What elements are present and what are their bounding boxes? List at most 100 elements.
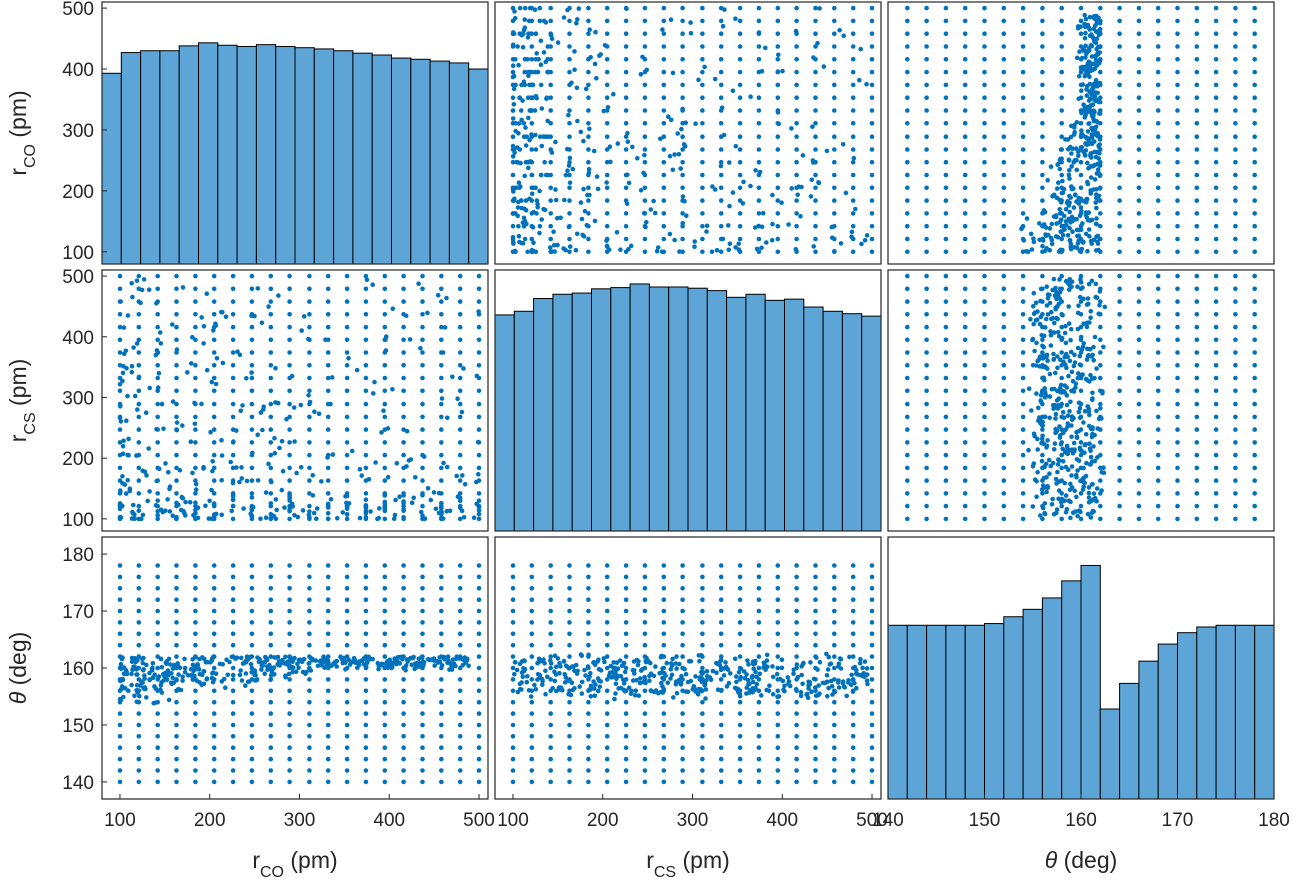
- data-point: [1020, 134, 1026, 139]
- data-point: [665, 680, 671, 686]
- data-point: [192, 400, 197, 406]
- data-point: [1213, 121, 1219, 126]
- data-point: [1081, 102, 1086, 107]
- data-point: [177, 665, 183, 670]
- data-point: [307, 563, 312, 568]
- data-point: [307, 388, 312, 394]
- data-point: [862, 659, 868, 664]
- data-point: [1155, 414, 1161, 420]
- data-point: [813, 223, 818, 229]
- data-point: [924, 491, 929, 496]
- data-point: [623, 734, 629, 739]
- data-point: [382, 312, 388, 317]
- data-point: [136, 586, 142, 591]
- data-point: [1036, 418, 1041, 423]
- data-point: [677, 677, 682, 683]
- data-point: [750, 673, 755, 679]
- data-point: [133, 659, 138, 665]
- data-point: [1086, 495, 1092, 500]
- histogram-bar: [101, 72, 122, 265]
- data-point: [526, 18, 532, 24]
- data-point: [1059, 190, 1065, 196]
- data-point: [1066, 498, 1072, 504]
- data-point: [1040, 516, 1045, 522]
- data-point: [850, 159, 856, 165]
- data-point: [1233, 69, 1238, 75]
- histogram-bar: [429, 60, 450, 265]
- data-point: [364, 664, 369, 670]
- data-point: [1039, 487, 1045, 492]
- data-point: [1098, 478, 1103, 483]
- data-point: [193, 756, 198, 762]
- data-point: [905, 108, 910, 113]
- data-point: [476, 768, 482, 773]
- data-point: [534, 51, 539, 56]
- data-point: [924, 516, 929, 522]
- data-point: [476, 688, 482, 694]
- data-point: [174, 608, 179, 614]
- data-point: [299, 658, 305, 663]
- data-point: [455, 396, 460, 402]
- data-point: [1194, 427, 1200, 432]
- data-point: [626, 180, 632, 186]
- data-point: [700, 95, 705, 100]
- y-tick-label: 200: [62, 182, 94, 203]
- data-point: [476, 508, 482, 513]
- data-point: [117, 745, 123, 750]
- data-point: [756, 134, 762, 139]
- data-point: [230, 494, 236, 499]
- data-point: [1067, 193, 1072, 199]
- data-point: [1051, 351, 1056, 357]
- data-point: [457, 363, 463, 368]
- data-point: [1252, 363, 1257, 368]
- data-point: [268, 465, 274, 471]
- data-point: [529, 608, 535, 614]
- data-point: [682, 198, 687, 204]
- data-point: [1101, 344, 1106, 350]
- data-point: [1056, 180, 1061, 185]
- data-point: [252, 678, 258, 683]
- data-point: [174, 324, 179, 330]
- data-point: [1039, 389, 1045, 395]
- data-point: [745, 658, 750, 663]
- data-point: [982, 223, 987, 229]
- data-point: [155, 586, 160, 591]
- data-point: [1084, 215, 1090, 220]
- data-point: [1045, 358, 1050, 364]
- histogram-bar: [1177, 632, 1198, 800]
- data-point: [521, 121, 527, 126]
- data-point: [382, 654, 388, 659]
- data-point: [567, 31, 572, 36]
- data-point: [962, 324, 968, 330]
- data-point: [869, 688, 875, 694]
- data-point: [633, 688, 639, 693]
- data-point: [1252, 299, 1257, 304]
- data-point: [418, 345, 423, 351]
- data-point: [982, 388, 987, 394]
- data-point: [513, 57, 518, 62]
- data-point: [1060, 410, 1066, 415]
- data-point: [174, 388, 179, 394]
- data-point: [211, 734, 217, 739]
- data-point: [698, 678, 704, 683]
- data-point: [344, 452, 350, 458]
- histogram-bar: [926, 624, 947, 800]
- data-point: [349, 448, 355, 454]
- data-point: [117, 768, 123, 773]
- data-point: [513, 659, 518, 665]
- data-point: [561, 246, 566, 251]
- data-point: [718, 172, 724, 178]
- data-point: [1094, 366, 1099, 371]
- data-point: [1078, 18, 1084, 24]
- data-point: [1252, 350, 1257, 355]
- data-point: [1063, 206, 1069, 212]
- data-point: [782, 683, 787, 689]
- data-point: [523, 143, 529, 148]
- data-point: [586, 18, 591, 24]
- data-point: [1020, 95, 1026, 100]
- data-point: [510, 116, 516, 121]
- data-point: [759, 245, 764, 251]
- data-point: [512, 9, 517, 14]
- data-point: [1233, 440, 1238, 445]
- data-point: [268, 574, 274, 580]
